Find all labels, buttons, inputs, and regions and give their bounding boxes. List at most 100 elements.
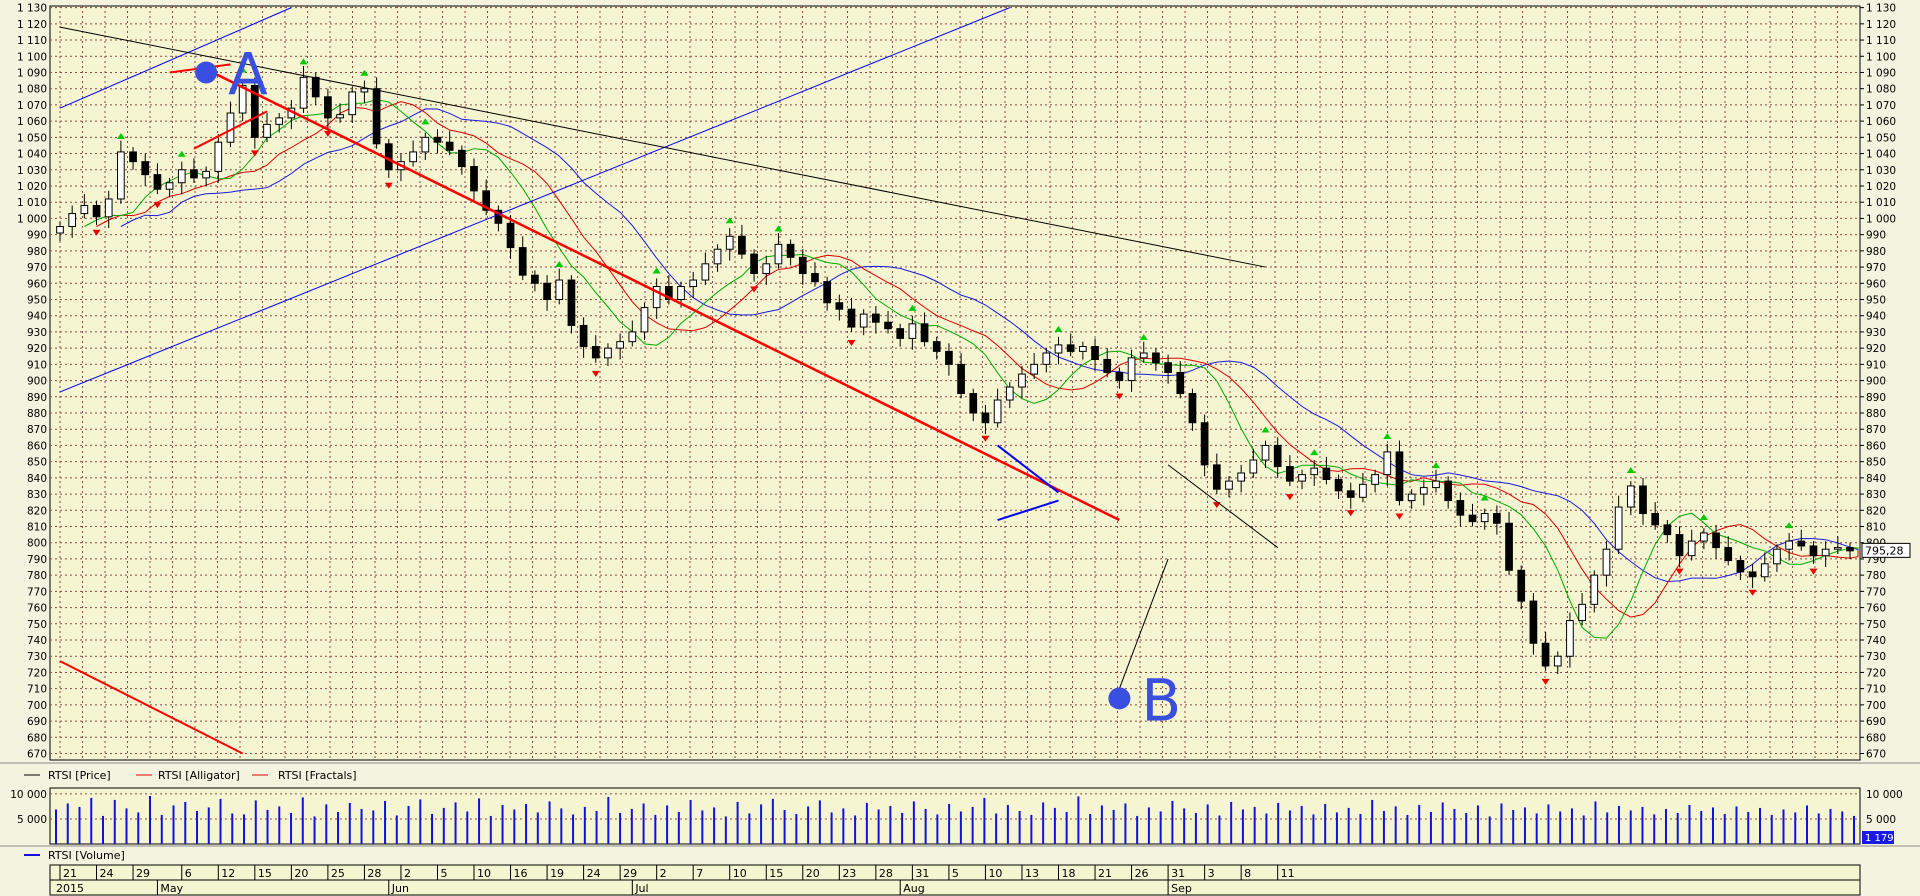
indicator-lines — [84, 99, 1859, 639]
y-tick-label-left: 970 — [27, 262, 47, 274]
y-tick-label-left: 710 — [27, 684, 47, 696]
y-tick-label-right: 830 — [1866, 489, 1886, 501]
candle-up — [993, 399, 1002, 424]
y-tick-label-left: 690 — [27, 716, 47, 728]
candle-down — [494, 209, 503, 224]
price-pane[interactable]: 1 130 1 120 1 110 1 100 1 090 1 080 1 070 1 060… — [17, 3, 1911, 761]
candle-down — [1273, 444, 1282, 468]
legend-alligator-label: RTSI [Alligator] — [158, 769, 240, 782]
candle-up — [1419, 487, 1428, 495]
candle-up — [202, 170, 210, 179]
y-tick-label-left: 1 120 — [17, 19, 47, 31]
fractal-up — [652, 267, 661, 274]
candle-down — [1736, 560, 1745, 573]
time-period-label: May — [160, 882, 183, 895]
fractal-up — [1261, 426, 1270, 433]
volume-legend: RTSI [Volume] — [24, 849, 125, 862]
candle-up — [1127, 357, 1136, 382]
time-tick-label: 31 — [1171, 867, 1185, 880]
annotations: AB — [195, 40, 1181, 734]
fractal-down — [1809, 568, 1818, 575]
candle-down — [384, 143, 393, 171]
time-tick-label: 15 — [769, 867, 783, 880]
candle-up — [275, 117, 284, 125]
y-tick-label-left: 770 — [27, 586, 47, 598]
y-axis-left: 1 130 1 120 1 110 1 100 1 090 1 080 1 070 1 060… — [17, 3, 47, 761]
y-tick-label-right: 850 — [1866, 457, 1886, 469]
volume-tick-label-right: 5 000 — [1866, 814, 1896, 826]
candle-down — [324, 96, 332, 119]
time-axis[interactable]: 21 24 29 6 12 15 20 25 28 2 5 10 16 19 24 29 2 7 10 15 20 23 2… — [49, 864, 1861, 896]
y-tick-label-left: 960 — [27, 278, 47, 290]
volume-grid — [50, 793, 1860, 820]
fractal-down — [750, 286, 759, 293]
fractal-up — [1139, 334, 1148, 341]
fractal-up — [360, 69, 369, 76]
candle-down — [531, 274, 539, 284]
y-tick-label-right: 920 — [1866, 343, 1886, 355]
y-tick-label-right: 1 010 — [1866, 197, 1896, 209]
trendline — [205, 68, 1120, 522]
trendline — [59, 7, 1010, 393]
annotation-dot — [195, 61, 218, 84]
candle-up — [1139, 352, 1148, 359]
candle-up — [238, 84, 247, 114]
candle-up — [1298, 474, 1306, 482]
trendline — [997, 499, 1059, 521]
y-tick-label-left: 1 070 — [17, 100, 47, 112]
candle-up — [1383, 451, 1392, 476]
candle-up — [1054, 344, 1063, 354]
candle-down — [141, 161, 150, 176]
candle-down — [847, 308, 856, 328]
candle-down — [1529, 600, 1538, 644]
y-tick-label-right: 990 — [1866, 230, 1886, 242]
time-tick-label: 2 — [660, 867, 667, 880]
volume-bars — [55, 795, 1855, 844]
time-tick-label: 10 — [988, 867, 1002, 880]
candle-down — [932, 341, 941, 352]
trendline — [997, 444, 1060, 494]
time-tick-label: 29 — [136, 867, 150, 880]
candle-up — [360, 88, 369, 93]
y-tick-label-right: 900 — [1866, 376, 1886, 388]
candle-down — [506, 222, 515, 249]
candle-down — [1639, 485, 1647, 515]
fractal-up — [1699, 514, 1708, 521]
candle-down — [579, 324, 588, 348]
candle-up — [1700, 532, 1708, 542]
candle-down — [884, 321, 892, 330]
y-tick-label-left: 680 — [27, 732, 47, 744]
fractal-down — [92, 229, 101, 236]
time-tick-label: 25 — [331, 867, 345, 880]
fractal-up — [1480, 494, 1489, 501]
y-tick-label-right: 760 — [1866, 603, 1886, 615]
fractal-down — [153, 202, 162, 209]
y-tick-label-right: 1 070 — [1866, 100, 1896, 112]
y-tick-label-right: 950 — [1866, 294, 1886, 306]
candle-down — [470, 166, 478, 192]
y-tick-label-right: 1 050 — [1866, 132, 1896, 144]
time-tick-label: 20 — [806, 867, 820, 880]
candle-down — [1456, 500, 1465, 516]
fractal-up — [1383, 432, 1392, 439]
candle-down — [518, 247, 527, 276]
candle-up — [640, 307, 649, 333]
candle-up — [1626, 485, 1635, 508]
candle-down — [1322, 467, 1331, 480]
candle-down — [811, 273, 819, 283]
y-tick-label-right: 710 — [1866, 684, 1886, 696]
time-tick-label: 7 — [696, 867, 703, 880]
y-tick-label-left: 810 — [27, 522, 47, 534]
volume-pane[interactable]: 10 000 10 000 5 000 5 000 1 179 — [10, 787, 1903, 845]
candle-down — [1846, 547, 1854, 552]
time-tick-label: 12 — [221, 867, 235, 880]
candle-up — [628, 331, 637, 343]
candle-up — [1821, 548, 1830, 557]
candle-up — [104, 198, 113, 218]
y-tick-label-left: 940 — [27, 311, 47, 323]
y-tick-label-right: 1 020 — [1866, 181, 1896, 193]
candle-down — [1724, 547, 1733, 562]
price-plot-area — [49, 5, 1861, 761]
candle-down — [786, 243, 795, 258]
price-grid — [50, 6, 1860, 760]
